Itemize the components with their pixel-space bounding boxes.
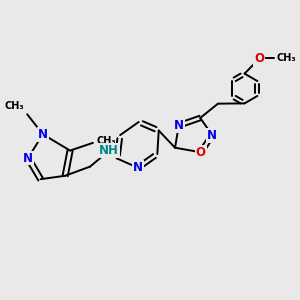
Text: N: N [23, 152, 33, 164]
Text: N: N [38, 128, 48, 141]
Text: N: N [133, 161, 143, 174]
Text: N: N [207, 129, 217, 142]
Text: CH₃: CH₃ [277, 53, 296, 64]
Text: NH: NH [99, 144, 119, 157]
Text: O: O [254, 52, 264, 65]
Text: CH₃: CH₃ [4, 101, 24, 111]
Text: N: N [174, 119, 184, 132]
Text: CH₃: CH₃ [96, 136, 116, 146]
Text: O: O [196, 146, 206, 159]
